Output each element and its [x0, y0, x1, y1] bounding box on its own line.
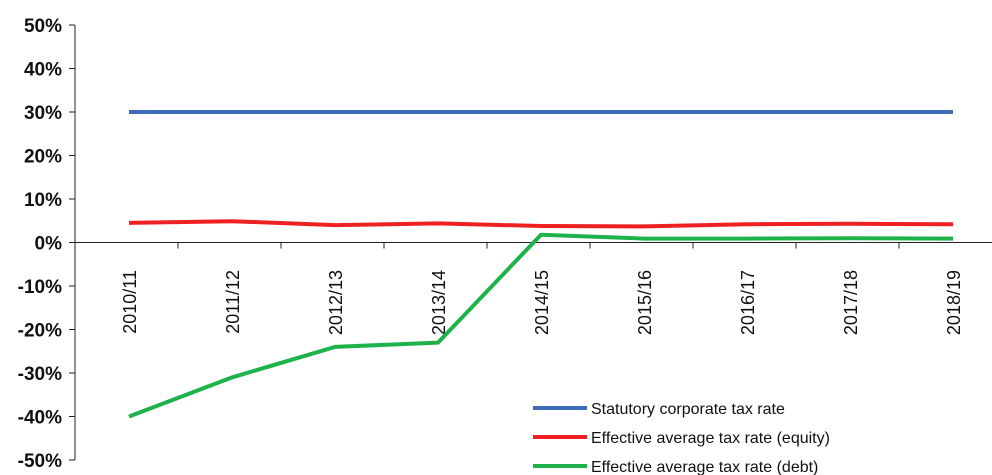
y-tick-label: 30%: [24, 103, 62, 124]
y-tick-label: -40%: [18, 408, 62, 429]
x-tick-label: 2015/16: [635, 270, 655, 335]
x-tick-label: 2016/17: [738, 270, 758, 335]
y-tick-label: 0%: [35, 234, 63, 255]
x-tick-label: 2012/13: [326, 270, 346, 335]
legend-label: Effective average tax rate (equity): [591, 430, 830, 447]
axes: [69, 24, 992, 461]
x-tick-label: 2013/14: [429, 270, 449, 335]
x-tick-label: 2018/19: [944, 270, 964, 335]
y-tick-label: 10%: [24, 190, 62, 211]
series-line: [128, 232, 954, 419]
legend: Statutory corporate tax rate Effective av…: [533, 401, 830, 475]
y-tick-label: -50%: [18, 451, 62, 472]
x-tick-label: 2011/12: [223, 270, 243, 334]
legend-label: Effective average tax rate (debt): [591, 459, 818, 475]
y-axis-tick-labels: 50% 40% 30% 20% 10% 0% -10% -20% -30% -40% -50%: [18, 16, 62, 472]
x-tick-label: 2010/11: [120, 270, 140, 334]
x-axis-tick-labels: 2010/11 2011/12 2012/13 2013/14 2014/15 2015/…: [120, 270, 964, 335]
legend-label: Statutory corporate tax rate: [591, 401, 785, 418]
y-tick-label: -30%: [18, 364, 62, 385]
x-tick-label: 2014/15: [532, 270, 552, 335]
y-tick-label: -10%: [18, 277, 62, 298]
y-tick-label: 20%: [24, 147, 62, 168]
y-tick-label: -20%: [18, 321, 62, 342]
y-tick-label: 50%: [24, 16, 62, 37]
y-tick-label: 40%: [24, 60, 62, 81]
series-line: [128, 219, 954, 229]
x-tick-label: 2017/18: [841, 270, 861, 335]
series-lines: [128, 110, 954, 419]
